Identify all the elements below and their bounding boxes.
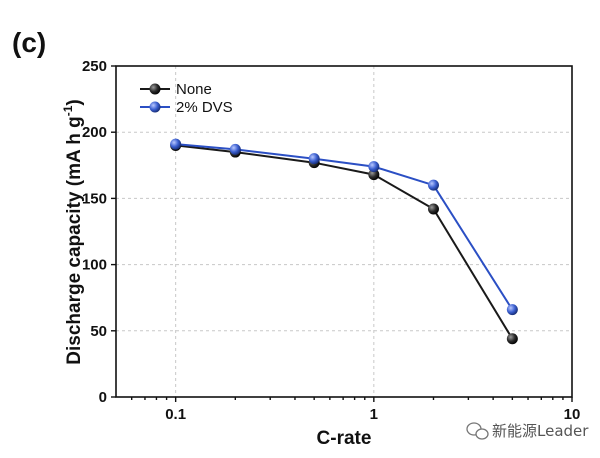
y-axis-title: Discharge capacity (mA h g-1)	[61, 99, 85, 364]
data-point-1	[427, 179, 439, 191]
x-tick-label: 0.1	[165, 406, 186, 423]
panel-label: (c)	[12, 27, 46, 58]
y-tick-label: 250	[82, 58, 107, 75]
wechat-icon	[466, 422, 489, 440]
watermark-text: 新能源Leader	[492, 422, 589, 440]
legend-item-dvs: 2% DVS	[140, 99, 233, 116]
series	[170, 138, 518, 345]
y-axis-title-main: Discharge capacity (mA h g	[64, 116, 85, 364]
data-point-1	[506, 304, 518, 316]
data-point-0	[506, 333, 518, 345]
grid	[116, 66, 572, 397]
legend: None 2% DVS	[140, 81, 233, 116]
data-point-1	[308, 153, 320, 165]
y-tick-label: 0	[99, 389, 107, 406]
y-axis-title-superscript: -1	[61, 105, 75, 116]
y-tick-label: 100	[82, 257, 107, 274]
legend-label-none: None	[176, 81, 212, 98]
data-point-1	[229, 143, 241, 155]
series-line-0	[175, 144, 514, 340]
legend-marker-dvs	[149, 101, 161, 113]
axis-ticks: 0 50 100 150 200 250 0.1 1 10	[82, 58, 580, 423]
data-point-1	[368, 161, 380, 173]
legend-marker-none	[149, 83, 161, 95]
legend-item-none: None	[140, 81, 212, 98]
data-point-0	[427, 203, 439, 215]
plot-frame	[115, 65, 573, 398]
y-axis-title-close: )	[64, 99, 85, 105]
x-axis-title: C-rate	[317, 428, 372, 449]
watermark: 新能源Leader	[466, 422, 589, 440]
data-point-0	[368, 169, 380, 181]
y-tick-label: 200	[82, 124, 107, 141]
data-point-1	[170, 138, 182, 150]
y-tick-label: 150	[82, 190, 107, 207]
y-tick-label: 50	[90, 323, 107, 340]
x-tick-label: 1	[370, 406, 378, 423]
series-line-1	[175, 143, 514, 311]
legend-label-dvs: 2% DVS	[176, 99, 233, 116]
x-tick-label: 10	[564, 406, 581, 423]
